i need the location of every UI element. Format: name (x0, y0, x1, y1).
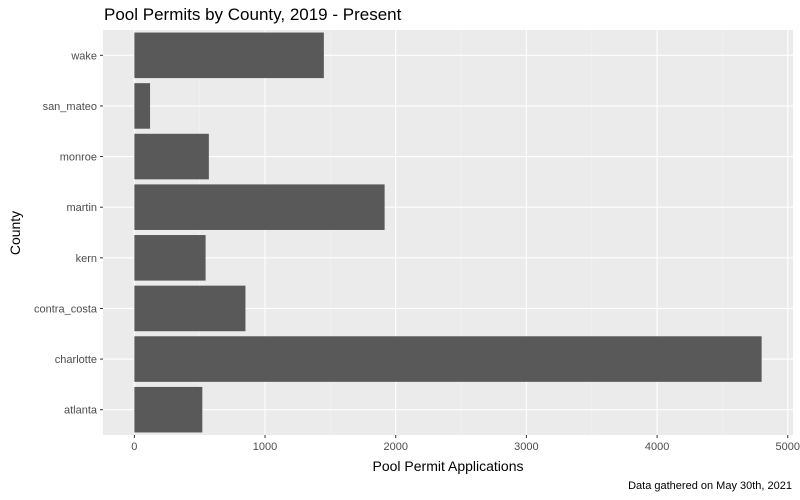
y-tick-label: contra_costa (34, 303, 98, 315)
bar-wake (134, 32, 324, 79)
y-tick-label: martin (66, 202, 97, 214)
x-tick-label: 0 (131, 441, 137, 453)
y-axis-ticks: atlanta charlotte contra_costa kern martin mo… (34, 50, 103, 417)
bar-monroe (134, 133, 209, 180)
x-axis-ticks: 0 1000 2000 3000 4000 5000 (131, 435, 800, 453)
x-tick-label: 3000 (514, 441, 538, 453)
bar-atlanta (134, 386, 203, 433)
y-tick-label: charlotte (55, 354, 97, 366)
x-axis-title: Pool Permit Applications (373, 458, 524, 474)
chart-title: Pool Permits by County, 2019 - Present (104, 5, 402, 24)
y-tick-label: wake (70, 50, 97, 62)
bar-martin (134, 184, 385, 230)
x-tick-label: 5000 (776, 441, 800, 453)
y-axis-title: County (7, 211, 23, 255)
bar-charlotte (134, 336, 762, 382)
y-tick-label: san_mateo (43, 101, 97, 113)
bar-kern (134, 235, 206, 281)
x-tick-label: 1000 (253, 441, 277, 453)
x-tick-label: 2000 (383, 441, 407, 453)
bars (134, 32, 762, 433)
x-tick-label: 4000 (645, 441, 669, 453)
y-tick-label: atlanta (64, 405, 98, 417)
bar-contra_costa (134, 285, 246, 332)
y-tick-label: kern (76, 253, 97, 265)
y-tick-label: monroe (60, 152, 97, 164)
bar-san_mateo (134, 83, 151, 129)
chart-caption: Data gathered on May 30th, 2021 (628, 480, 792, 492)
